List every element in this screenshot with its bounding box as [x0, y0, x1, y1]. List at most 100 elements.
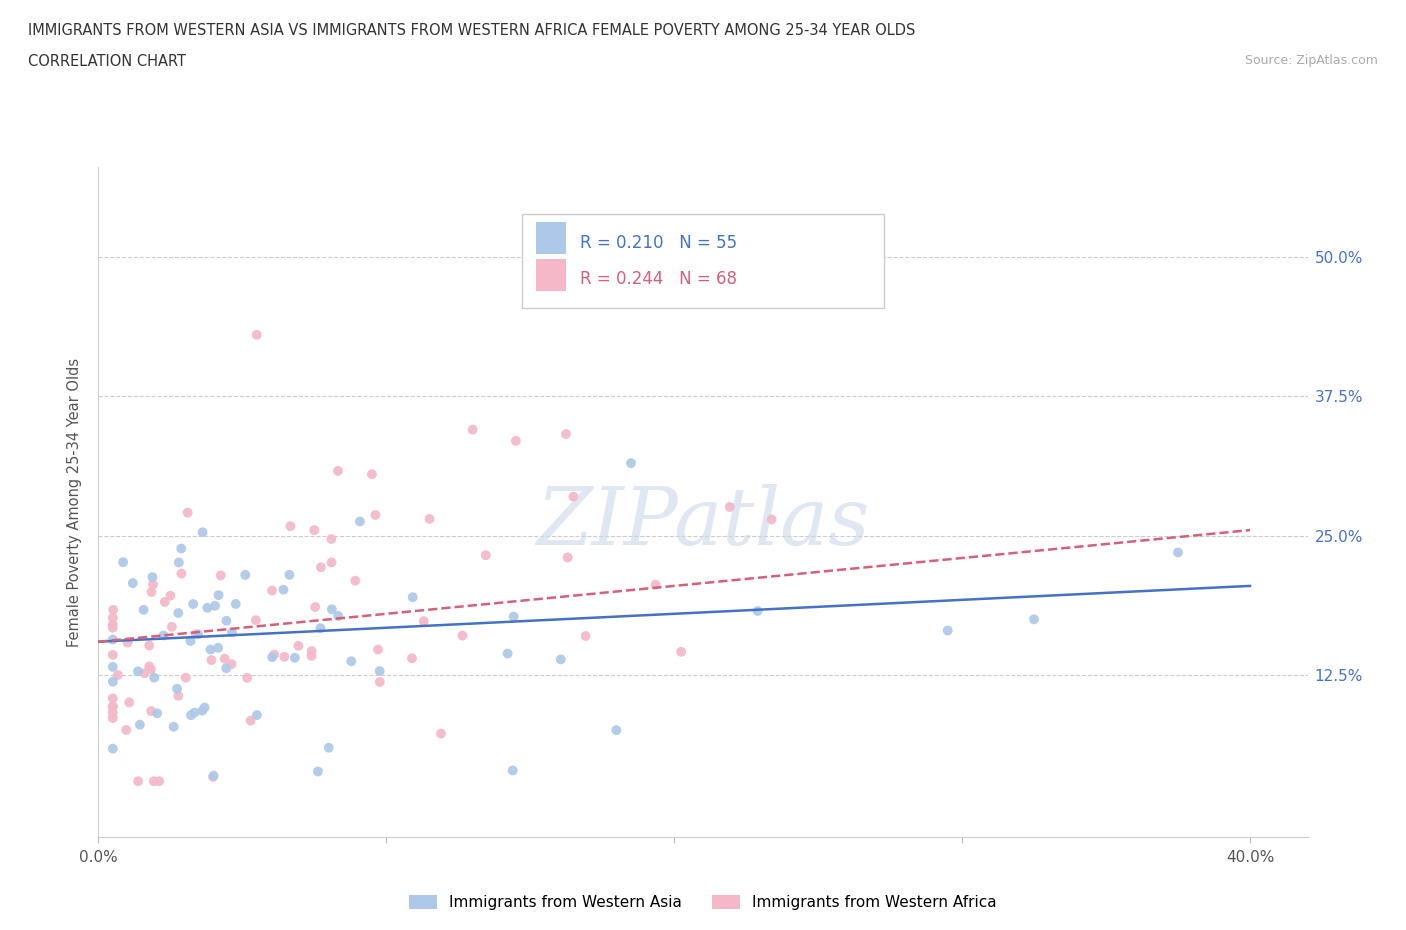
Point [101, 699, 124, 714]
Point [153, 594, 176, 609]
Point [139, 662, 162, 677]
Point [502, 609, 524, 624]
Point [309, 620, 332, 635]
Point [221, 625, 243, 640]
Point [101, 699, 124, 714]
Point [301, 648, 323, 663]
Point [326, 463, 349, 478]
Point [761, 512, 783, 527]
Point [181, 596, 204, 611]
Point [112, 554, 135, 569]
Point [620, 456, 643, 471]
Point [287, 638, 309, 653]
Point [101, 632, 124, 647]
Point [127, 774, 149, 789]
Point [936, 623, 959, 638]
Point [496, 646, 519, 661]
Point [160, 619, 183, 634]
Point [183, 705, 205, 720]
Point [101, 610, 124, 625]
Point [174, 671, 197, 685]
Point [550, 652, 572, 667]
Point [207, 588, 229, 603]
Point [101, 647, 124, 662]
Point [718, 499, 741, 514]
Point [162, 719, 184, 734]
Point [101, 705, 124, 720]
Point [167, 605, 190, 620]
Point [309, 560, 332, 575]
Point [304, 523, 326, 538]
Point [328, 608, 350, 623]
Point [605, 723, 627, 737]
Point [146, 706, 169, 721]
Point [260, 583, 283, 598]
Point [246, 327, 269, 342]
Point [557, 550, 579, 565]
Point [321, 532, 343, 547]
Point [179, 633, 201, 648]
Point [101, 741, 124, 756]
Point [138, 638, 160, 653]
Point [280, 519, 302, 534]
Point [207, 641, 229, 656]
Point [307, 764, 329, 779]
Point [284, 650, 307, 665]
Point [263, 647, 285, 662]
Point [262, 650, 284, 665]
Point [101, 674, 124, 689]
Point [141, 704, 163, 719]
Point [167, 688, 190, 703]
Point [180, 708, 202, 723]
Point [1167, 545, 1189, 560]
Y-axis label: Female Poverty Among 25-34 Year Olds: Female Poverty Among 25-34 Year Olds [67, 358, 83, 646]
Point [215, 661, 238, 676]
Point [475, 548, 498, 563]
Point [301, 644, 323, 658]
Point [451, 628, 474, 643]
Point [747, 604, 769, 618]
Point [138, 659, 160, 674]
Point [461, 422, 484, 437]
Point [152, 628, 174, 643]
Point [225, 596, 247, 611]
Point [166, 682, 188, 697]
Text: CORRELATION CHART: CORRELATION CHART [28, 54, 186, 69]
Point [368, 674, 391, 689]
Point [143, 671, 166, 685]
Point [195, 601, 218, 616]
Point [141, 570, 163, 585]
Legend: Immigrants from Western Asia, Immigrants from Western Africa: Immigrants from Western Asia, Immigrants… [404, 889, 1002, 916]
Point [148, 774, 170, 789]
Point [101, 711, 124, 725]
Point [200, 653, 222, 668]
Point [215, 613, 238, 628]
Point [349, 514, 371, 529]
Point [361, 467, 384, 482]
Point [245, 613, 267, 628]
Point [505, 433, 527, 448]
Text: Source: ZipAtlas.com: Source: ZipAtlas.com [1244, 54, 1378, 67]
Point [412, 614, 434, 629]
Point [340, 654, 363, 669]
Point [170, 541, 193, 556]
Point [214, 651, 236, 666]
Point [278, 567, 301, 582]
Point [209, 568, 232, 583]
Point [142, 577, 165, 591]
Point [167, 555, 190, 570]
Point [132, 603, 155, 618]
Point [101, 659, 124, 674]
Point [1022, 612, 1045, 627]
Point [184, 627, 207, 642]
Point [191, 703, 214, 718]
Point [101, 603, 124, 618]
Point [193, 700, 215, 715]
Point [204, 598, 226, 613]
Point [246, 708, 269, 723]
Point [273, 649, 295, 664]
Point [344, 573, 367, 588]
Point [402, 590, 425, 604]
Point [321, 602, 343, 617]
Point [127, 664, 149, 679]
